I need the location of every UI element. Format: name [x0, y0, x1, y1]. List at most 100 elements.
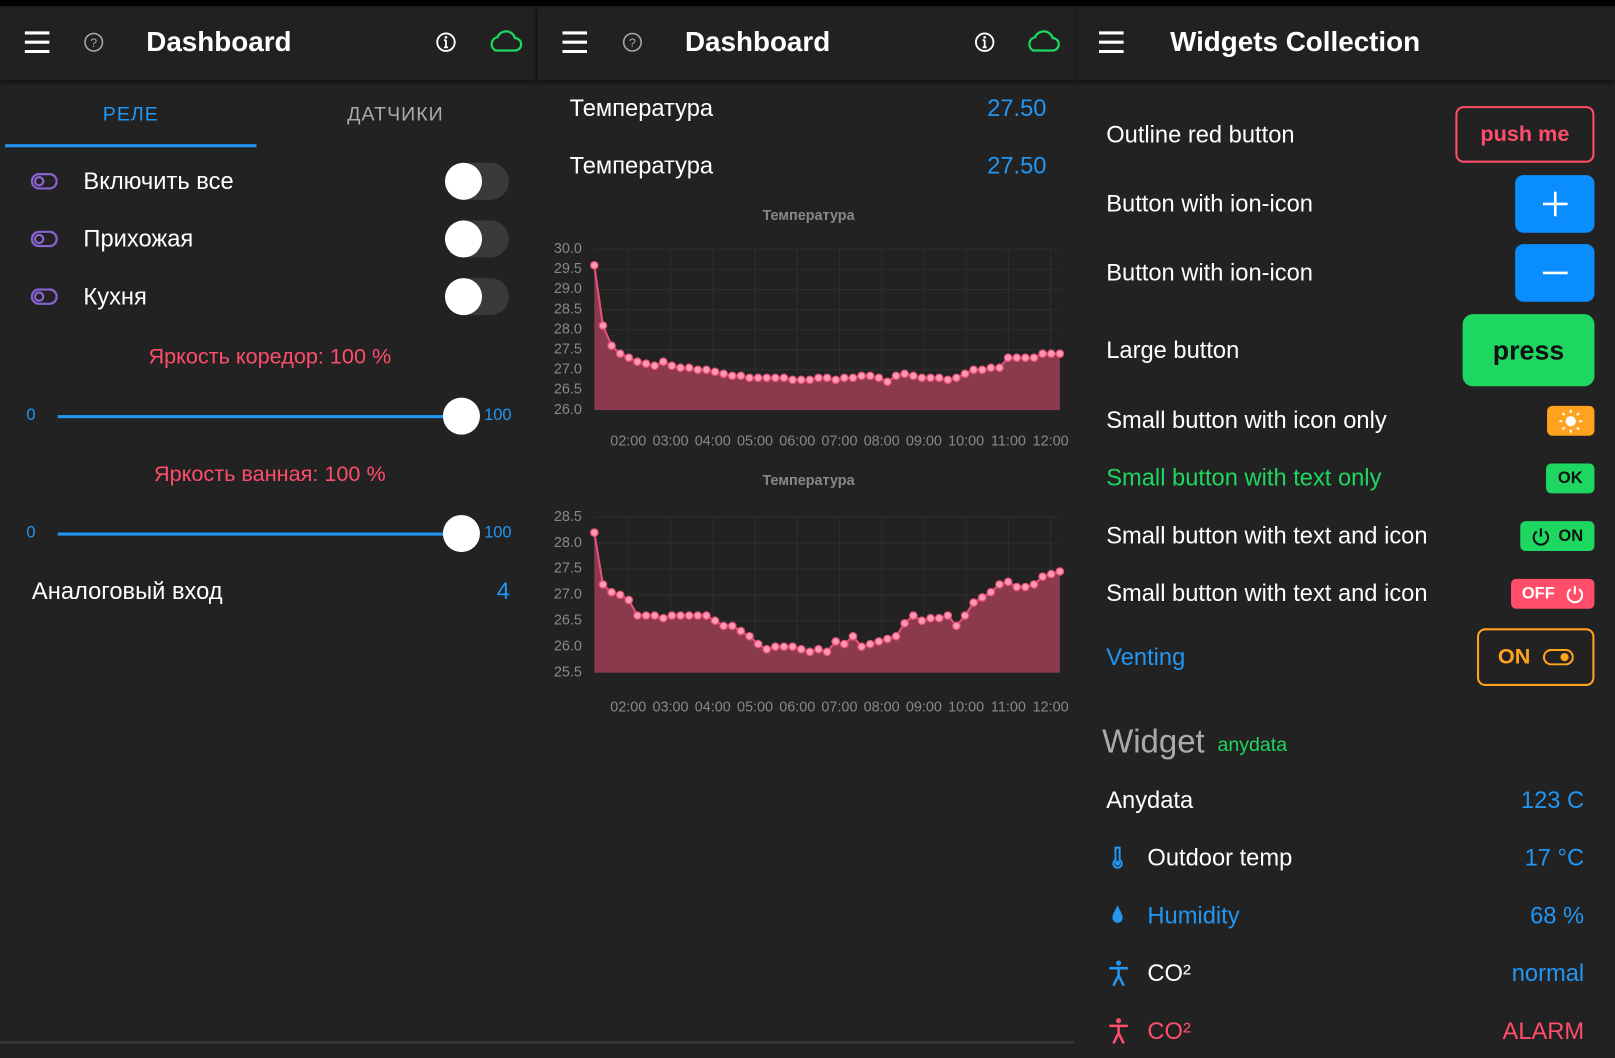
- help-icon[interactable]: ?: [83, 32, 104, 53]
- outline-button[interactable]: push me: [1455, 106, 1595, 163]
- point: [1021, 582, 1030, 592]
- icon-button[interactable]: [1547, 405, 1595, 436]
- row-label: Small button with icon only: [1106, 406, 1387, 434]
- area: [594, 265, 1060, 410]
- slider-track: [57, 531, 462, 536]
- small-button[interactable]: OFF: [1511, 578, 1595, 609]
- x-tick-label: 07:00: [821, 699, 857, 715]
- reading-label: Температура: [569, 94, 714, 122]
- x-tick-label: 09:00: [906, 699, 942, 715]
- cloud-icon[interactable]: [487, 29, 523, 54]
- point: [607, 341, 616, 350]
- icon-button[interactable]: [1515, 244, 1595, 302]
- button-text: OFF: [1521, 584, 1555, 603]
- y-tick-label: 30.0: [554, 241, 582, 257]
- x-tick-label: 03:00: [652, 434, 688, 450]
- menu-icon[interactable]: [562, 31, 588, 54]
- point: [1038, 572, 1047, 582]
- point: [883, 377, 892, 387]
- slider-min: 0: [26, 524, 36, 542]
- x-tick-label: 02:00: [610, 699, 646, 715]
- point: [693, 611, 703, 620]
- point: [960, 611, 970, 620]
- row-value: ALARM: [1502, 1017, 1585, 1044]
- x-tick-label: 06:00: [779, 699, 815, 715]
- point: [857, 642, 866, 651]
- analog-value: 4: [496, 577, 510, 605]
- header-title: Dashboard: [684, 26, 831, 58]
- y-tick-label: 29.5: [554, 261, 582, 277]
- point: [977, 593, 987, 602]
- switch-knob[interactable]: [444, 278, 483, 316]
- row-label: Small button with text and icon: [1106, 521, 1428, 549]
- tab[interactable]: РЕЛЕ: [102, 104, 159, 126]
- section-subtitle: anydata: [1217, 734, 1288, 757]
- toggle-button[interactable]: ON: [1477, 628, 1595, 686]
- row-label: Humidity: [1147, 901, 1240, 929]
- tab-indicator: [5, 144, 257, 148]
- tab[interactable]: ДАТЧИКИ: [347, 104, 444, 126]
- switch-knob[interactable]: [444, 162, 483, 200]
- x-tick-label: 12:00: [1033, 699, 1069, 715]
- icon-button[interactable]: [1515, 175, 1595, 233]
- person-icon: [1109, 960, 1128, 987]
- point: [710, 616, 720, 626]
- point: [969, 365, 978, 375]
- help-icon[interactable]: ?: [622, 32, 643, 53]
- point: [891, 371, 901, 381]
- area: [594, 532, 1060, 673]
- info-icon[interactable]: [436, 32, 457, 53]
- chart-title: Температура: [762, 473, 855, 489]
- y-tick-label: 27.5: [554, 561, 582, 577]
- point: [995, 580, 1004, 589]
- row-value: 123 C: [1520, 786, 1585, 814]
- slider-label: Яркость ванная: 100 %: [154, 462, 386, 487]
- point: [908, 371, 918, 381]
- menu-icon[interactable]: [24, 31, 50, 54]
- point: [805, 647, 815, 657]
- chart-title: Температура: [762, 208, 855, 224]
- y-tick-label: 27.0: [554, 362, 582, 378]
- y-tick-label: 29.0: [554, 281, 582, 297]
- slider-max: 100: [484, 406, 512, 425]
- toggle-icon-outline: [30, 288, 58, 305]
- toggle-icon-knob: [33, 233, 45, 245]
- info-icon[interactable]: [974, 32, 995, 53]
- menu-icon[interactable]: [1099, 31, 1124, 54]
- slider-min: 0: [26, 406, 36, 425]
- point: [796, 644, 806, 654]
- point: [814, 373, 823, 383]
- reading-value: 27.50: [987, 94, 1047, 122]
- point: [762, 644, 772, 654]
- slider-thumb[interactable]: [442, 515, 480, 553]
- point: [658, 613, 668, 623]
- point: [702, 365, 711, 375]
- point: [633, 611, 642, 620]
- point: [1003, 353, 1013, 363]
- x-tick-label: 11:00: [991, 699, 1026, 715]
- row-label: Outline red button: [1106, 121, 1295, 148]
- small-button[interactable]: OK: [1546, 463, 1595, 494]
- x-tick-label: 02:00: [610, 434, 646, 450]
- point: [917, 373, 927, 383]
- small-button[interactable]: ON: [1520, 521, 1595, 552]
- point: [1055, 567, 1065, 576]
- large-button[interactable]: press: [1462, 314, 1595, 387]
- header: [1076, 6, 1615, 81]
- point: [702, 611, 711, 620]
- x-tick-label: 04:00: [695, 699, 731, 715]
- switch-knob[interactable]: [444, 220, 483, 258]
- slider-thumb[interactable]: [442, 397, 480, 435]
- point: [753, 373, 763, 383]
- point: [865, 639, 875, 649]
- toggle-icon-outline: [30, 173, 58, 190]
- point: [658, 357, 668, 367]
- header-title: Widgets Collection: [1170, 26, 1421, 58]
- point: [831, 375, 841, 385]
- point: [943, 611, 953, 620]
- point: [641, 611, 651, 620]
- point: [848, 373, 858, 383]
- cloud-icon[interactable]: [1025, 29, 1060, 54]
- x-tick-label: 08:00: [864, 434, 900, 450]
